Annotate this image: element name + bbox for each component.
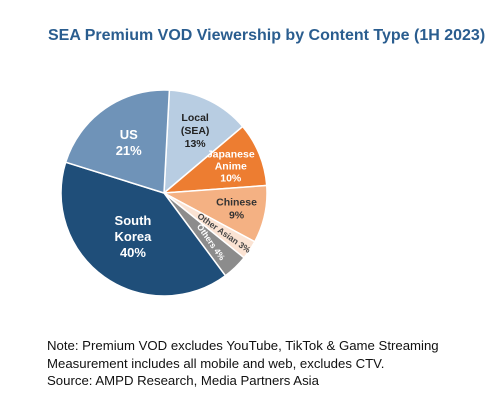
- label-chinese: Chinese 9%: [216, 197, 257, 222]
- slice-us: [64, 89, 171, 195]
- pie-slices: [60, 89, 268, 297]
- label-south-korea: South Korea 40%: [115, 213, 153, 260]
- label-us: US 21%: [116, 127, 142, 158]
- pie-labels: Local (SEA) 13%Japanese Anime 10%Chinese 9%Ot…: [115, 112, 258, 263]
- slice-south-korea: [60, 161, 227, 297]
- slice-local-sea: [163, 89, 244, 195]
- note-line-2: Measurement includes all mobile and web,…: [47, 355, 385, 371]
- label-local-sea: Local (SEA) 13%: [181, 112, 210, 150]
- note-line-1: Note: Premium VOD excludes YouTube, TikT…: [47, 338, 439, 353]
- footnote: Note: Premium VOD excludes YouTube, TikT…: [47, 337, 439, 390]
- pie-chart: Local (SEA) 13%Japanese Anime 10%Chinese 9%Ot…: [60, 89, 268, 297]
- label-japanese-anime: Japanese Anime 10%: [207, 148, 255, 184]
- chart-title: SEA Premium VOD Viewership by Content Ty…: [48, 27, 486, 44]
- source-line: Source: AMPD Research, Media Partners As…: [47, 373, 319, 388]
